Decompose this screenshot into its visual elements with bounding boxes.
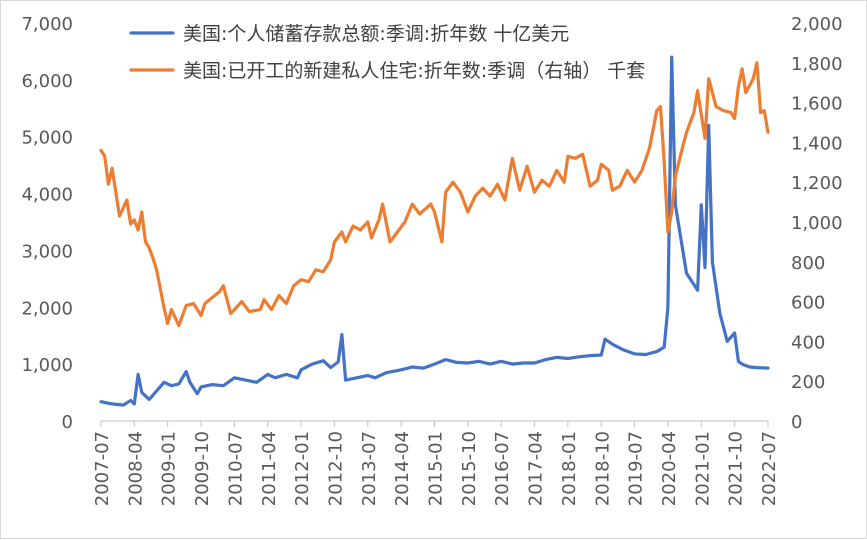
x-tick-label: 2012-01 [292,431,313,506]
left-y-tick-label: 0 [62,412,73,433]
x-tick-label: 2018-10 [592,431,613,506]
left-y-tick-label: 5,000 [21,128,73,149]
left-y-axis: 0 1,000 2,000 3,000 4,000 5,000 6,000 7,000 [21,14,73,433]
x-tick-label: 2021-10 [726,431,747,506]
x-tick-label: 2012-10 [325,431,346,506]
x-tick-label: 2007-07 [92,431,113,506]
legend-label: 美国:已开工的新建私人住宅:折年数:季调（右轴） 千套 [183,60,645,82]
right-y-tick-label: 0 [791,412,802,433]
legend-label: 美国:个人储蓄存款总额:季调:折年数 十亿美元 [183,23,569,45]
savings-deposits-line [99,55,770,407]
legend: 美国:个人储蓄存款总额:季调:折年数 十亿美元美国:已开工的新建私人住宅:折年数… [129,23,645,82]
x-tick-label: 2019-07 [626,431,647,506]
x-tick-label: 2014-04 [392,431,413,506]
housing-starts-line [99,61,770,328]
right-y-tick-label: 400 [791,332,825,353]
left-y-tick-label: 2,000 [21,298,73,319]
x-tick-label: 2021-01 [692,431,713,506]
left-y-tick-label: 1,000 [21,355,73,376]
x-axis: 2007-07 2008-04 2009-01 2009-10 2010-07 2011-… [92,420,780,506]
right-y-tick-label: 1,200 [791,173,843,194]
x-tick-label: 2016-07 [492,431,513,506]
right-y-tick-label: 1,000 [791,213,843,234]
x-tick-label: 2022-07 [759,431,780,506]
x-tick-label: 2015-10 [459,431,480,506]
x-tick-label: 2017-04 [526,431,547,506]
x-tick-label: 2018-01 [559,431,580,506]
x-tick-label: 2011-04 [259,431,280,506]
x-tick-label: 2008-04 [125,431,146,506]
x-tick-label: 2009-10 [192,431,213,506]
x-tick-label: 2009-01 [159,431,180,506]
left-y-tick-label: 3,000 [21,241,73,262]
right-y-tick-label: 1,800 [791,54,843,75]
x-tick-label: 2010-07 [225,431,246,506]
series-lines [99,55,770,407]
left-y-tick-label: 6,000 [21,71,73,92]
right-y-tick-label: 200 [791,372,825,393]
right-y-tick-label: 1,600 [791,94,843,115]
left-y-tick-label: 4,000 [21,185,73,206]
right-y-tick-label: 800 [791,253,825,274]
right-y-tick-label: 600 [791,293,825,314]
left-y-tick-label: 7,000 [21,14,73,35]
right-y-tick-label: 2,000 [791,14,843,35]
right-y-tick-label: 1,400 [791,133,843,154]
x-tick-label: 2015-01 [426,431,447,506]
right-y-axis: 0 200 400 600 800 1,000 1,200 1,400 1,600 1,800 2,… [791,14,843,433]
x-tick-label: 2013-07 [359,431,380,506]
x-tick-label: 2020-04 [659,431,680,506]
